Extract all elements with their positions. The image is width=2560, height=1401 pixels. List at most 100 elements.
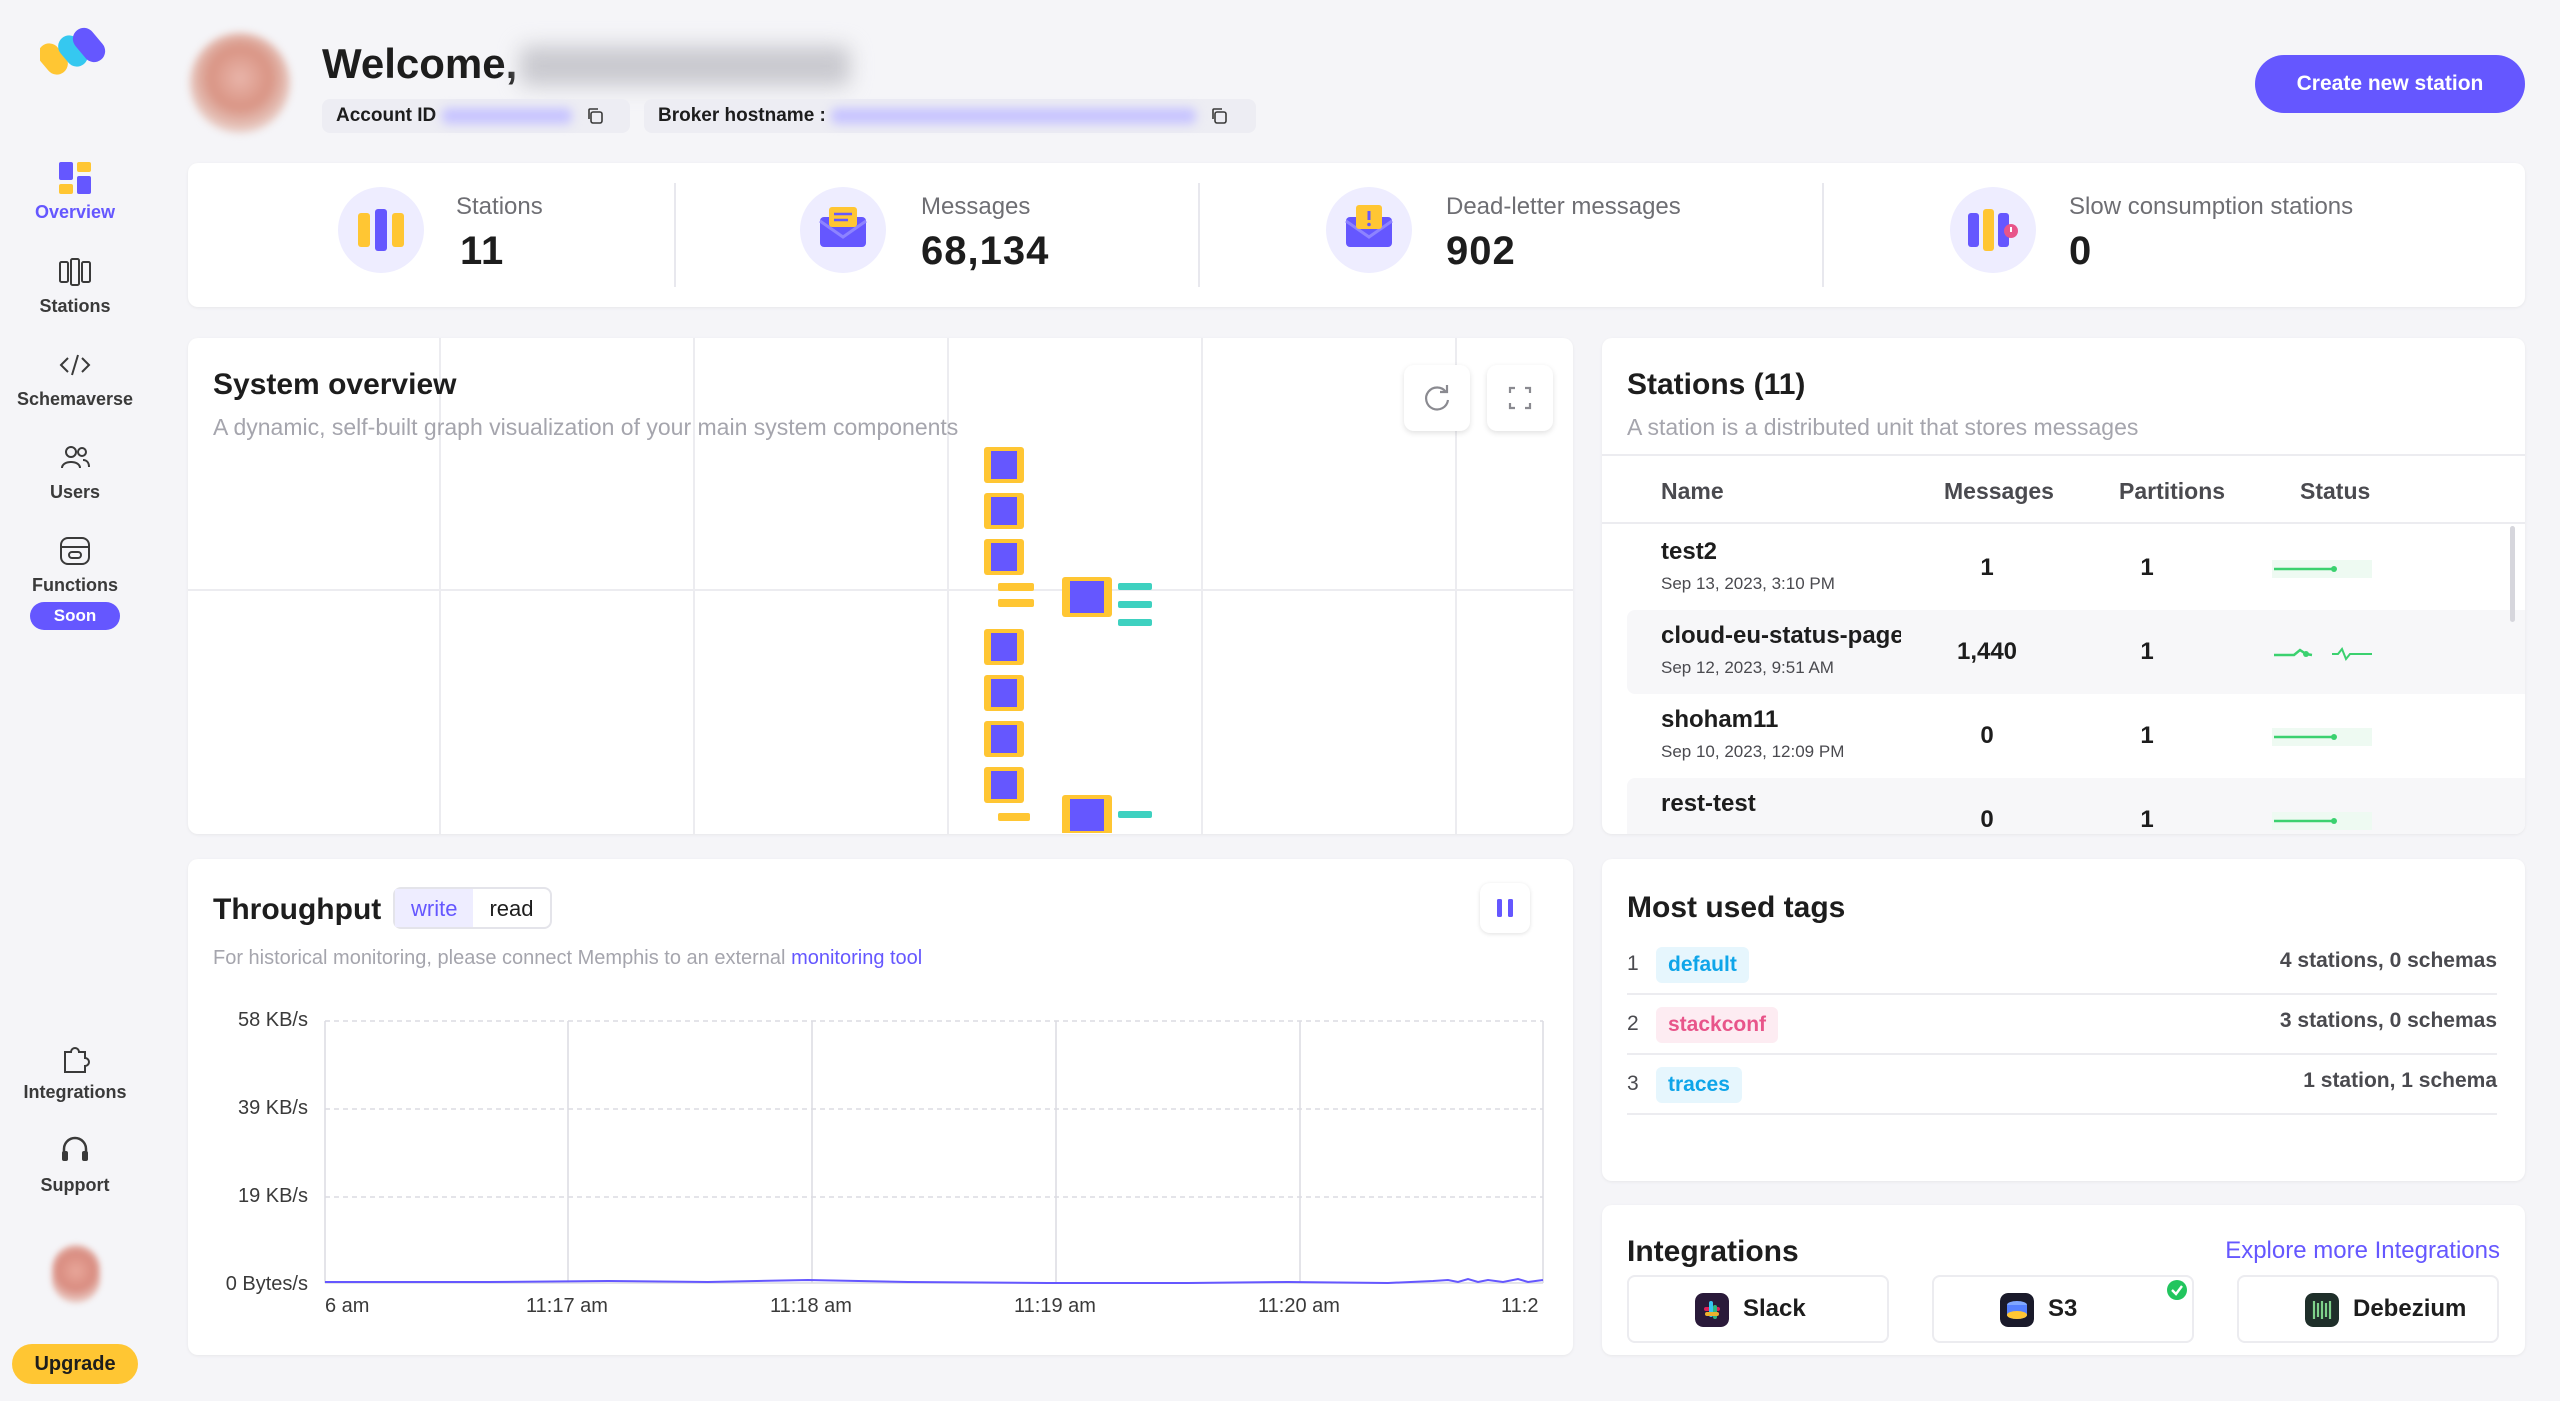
station-name: shoham11	[1661, 706, 1779, 733]
integration-label: Debezium	[2353, 1295, 2467, 1322]
nav-support[interactable]: Support	[0, 1133, 150, 1196]
copy-icon[interactable]	[585, 106, 605, 126]
y-tick-label: 58 KB/s	[237, 1009, 308, 1031]
integrations-title: Integrations	[1627, 1235, 1799, 1268]
table-row[interactable]: cloud-eu-status-page Sep 12, 2023, 9:51 …	[1627, 610, 2525, 694]
toggle-read[interactable]: read	[489, 896, 534, 921]
nav-integrations[interactable]: Integrations	[0, 1040, 150, 1103]
system-overview-card: System overview A dynamic, self-built gr…	[188, 338, 1573, 834]
station-partitions: 1	[2140, 554, 2154, 581]
x-tick-label: 11:18 am	[770, 1295, 852, 1317]
explore-integrations-link[interactable]: Explore more Integrations	[2225, 1237, 2500, 1264]
integration-slack[interactable]: Slack	[1627, 1275, 1889, 1343]
account-id-pill: Account ID	[322, 99, 630, 133]
integration-label: S3	[2048, 1295, 2078, 1322]
producer-nodes-bottom	[984, 629, 1030, 821]
nav-functions[interactable]: Functions Soon	[0, 533, 150, 630]
nav-users-label: Users	[49, 482, 101, 502]
stat-divider	[1822, 183, 1824, 287]
overview-icon	[59, 162, 91, 194]
nav-stations[interactable]: Stations	[0, 254, 150, 317]
table-row[interactable]: rest-test 0 1	[1627, 778, 2525, 834]
station-node-main	[1062, 577, 1112, 617]
stat-label: Stations	[456, 193, 543, 220]
table-row[interactable]: shoham11 Sep 10, 2023, 12:09 PM 0 1	[1627, 694, 2525, 778]
stat-divider	[674, 183, 676, 287]
tags-title: Most used tags	[1627, 891, 1846, 924]
fullscreen-button[interactable]	[1487, 365, 1553, 431]
x-tick-label: 6 am	[325, 1295, 370, 1317]
station-node-secondary	[1062, 795, 1152, 833]
station-date: Sep 10, 2023, 12:09 PM	[1661, 742, 1845, 761]
producer-nodes-top	[984, 447, 1024, 575]
table-row[interactable]: test2 Sep 13, 2023, 3:10 PM 1 1	[1627, 526, 2525, 610]
tag-row[interactable]: 1 default 4 stations, 0 schemas	[1627, 935, 2497, 995]
copy-icon[interactable]	[1209, 106, 1229, 126]
station-partitions: 1	[2140, 806, 2154, 833]
tag-count: 4 stations, 0 schemas	[2279, 949, 2497, 972]
stat-divider	[1198, 183, 1200, 287]
stations-icon	[59, 258, 91, 286]
s3-icon	[2000, 1293, 2034, 1327]
pause-button[interactable]	[1480, 883, 1530, 933]
expand-icon	[1508, 386, 1532, 410]
account-id-value	[441, 107, 572, 124]
tag-row[interactable]: 2 stackconf 3 stations, 0 schemas	[1627, 995, 2497, 1055]
write-throughput-line	[325, 1277, 1544, 1285]
tag-chip[interactable]: stackconf	[1656, 1007, 1779, 1043]
upgrade-button[interactable]: Upgrade	[12, 1344, 138, 1384]
tag-chip[interactable]: default	[1656, 947, 1749, 983]
stat-label: Slow consumption stations	[2069, 193, 2354, 220]
tag-index: 1	[1627, 952, 1639, 975]
stations-scrollbar[interactable]	[2510, 526, 2515, 622]
monitoring-tool-link[interactable]: monitoring tool	[791, 947, 923, 969]
nav-users[interactable]: Users	[0, 440, 150, 503]
col-partitions: Partitions	[2119, 478, 2226, 504]
status-sparkline	[2274, 647, 2372, 661]
account-id-label: Account ID	[336, 105, 437, 126]
col-messages: Messages	[1944, 478, 2054, 504]
tag-count: 1 station, 1 schema	[2303, 1069, 2497, 1092]
nav-overview[interactable]: Overview	[0, 160, 150, 223]
nav-functions-label: Functions	[32, 575, 118, 595]
producer-connectors	[998, 583, 1034, 607]
station-messages: 1,440	[1956, 638, 2018, 665]
sidebar: Overview Stations Schemaverse Users	[0, 0, 150, 1401]
blurred-username	[520, 46, 850, 86]
toggle-write[interactable]: write	[395, 889, 474, 927]
throughput-chart	[324, 1020, 1544, 1285]
x-tick-label: 11:20 am	[1258, 1295, 1340, 1317]
broker-hostname-label: Broker hostname :	[658, 105, 826, 126]
tag-row[interactable]: 3 traces 1 station, 1 schema	[1627, 1055, 2497, 1115]
connected-check-icon	[2167, 1280, 2187, 1300]
stat-label: Dead-letter messages	[1446, 193, 1681, 220]
station-name: rest-test	[1661, 790, 1756, 817]
throughput-title: Throughput	[213, 893, 382, 926]
status-sparkline	[2272, 812, 2372, 830]
integration-s3[interactable]: S3	[1932, 1275, 2194, 1343]
nav-stations-label: Stations	[39, 296, 111, 316]
integration-label: Slack	[1743, 1295, 1806, 1322]
graph-grid	[188, 338, 1573, 834]
stations-card: Stations (11) A station is a distributed…	[1602, 338, 2525, 834]
tag-index: 2	[1627, 1012, 1639, 1035]
user-avatar[interactable]	[52, 1245, 100, 1303]
create-station-button[interactable]: Create new station	[2255, 55, 2525, 113]
stations-stat-icon	[338, 187, 424, 273]
system-graph[interactable]	[788, 443, 1168, 833]
refresh-button[interactable]	[1404, 365, 1470, 431]
integration-debezium[interactable]: Debezium	[2237, 1275, 2499, 1343]
stat-value: 902	[1446, 229, 1516, 273]
stat-value: 11	[460, 229, 505, 273]
code-icon	[59, 354, 91, 376]
stats-card: Stations 11 Messages 68,134	[188, 163, 2525, 307]
nav-support-label: Support	[40, 1175, 110, 1195]
throughput-card: Throughput write read For historical mon…	[188, 859, 1573, 1355]
memphis-logo[interactable]	[40, 24, 112, 82]
nav-schemaverse[interactable]: Schemaverse	[0, 347, 150, 410]
dead-letter-stat-icon	[1326, 187, 1412, 273]
y-tick-label: 19 KB/s	[237, 1185, 308, 1207]
profile-avatar	[190, 33, 290, 133]
write-read-toggle[interactable]: write read	[393, 887, 552, 929]
tag-chip[interactable]: traces	[1656, 1067, 1742, 1103]
